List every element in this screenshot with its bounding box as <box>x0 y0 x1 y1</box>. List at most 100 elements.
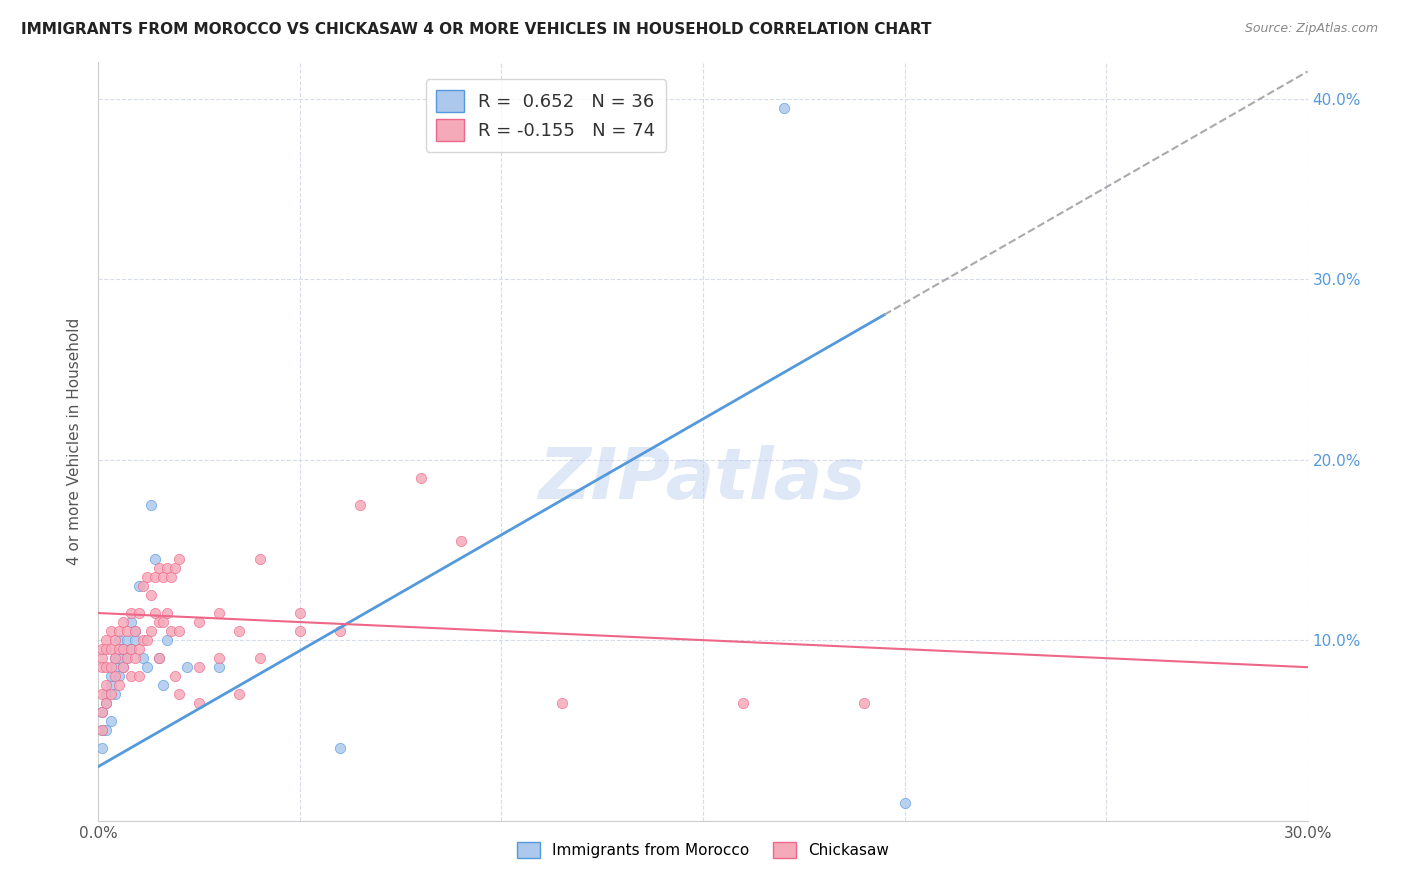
Point <box>450 533 472 548</box>
Point <box>228 624 250 639</box>
Point <box>128 669 150 683</box>
Point <box>551 696 574 710</box>
Point <box>100 660 122 674</box>
Point <box>103 651 125 665</box>
Point <box>103 669 125 683</box>
Point <box>228 687 250 701</box>
Point <box>167 552 190 566</box>
Point <box>208 660 231 674</box>
Text: IMMIGRANTS FROM MOROCCO VS CHICKASAW 4 OR MORE VEHICLES IN HOUSEHOLD CORRELATION: IMMIGRANTS FROM MOROCCO VS CHICKASAW 4 O… <box>21 22 932 37</box>
Point <box>132 633 155 648</box>
Point <box>148 651 170 665</box>
Point <box>139 498 162 512</box>
Point <box>733 696 755 710</box>
Point <box>329 741 352 756</box>
Point <box>120 615 142 629</box>
Point <box>107 651 129 665</box>
Point <box>143 552 166 566</box>
Point <box>156 606 179 620</box>
Point <box>135 660 157 674</box>
Point <box>160 570 183 584</box>
Point <box>124 651 146 665</box>
Point <box>115 633 138 648</box>
Point <box>148 615 170 629</box>
Point <box>115 651 138 665</box>
Point <box>163 561 186 575</box>
Point <box>91 660 114 674</box>
Point <box>143 606 166 620</box>
Point <box>96 696 118 710</box>
Point <box>107 678 129 692</box>
Point <box>96 642 118 657</box>
Point <box>160 624 183 639</box>
Point <box>100 714 122 729</box>
Point <box>128 579 150 593</box>
Point <box>135 633 157 648</box>
Point <box>188 615 211 629</box>
Point <box>91 687 114 701</box>
Point <box>128 606 150 620</box>
Point <box>208 606 231 620</box>
Point <box>96 678 118 692</box>
Point <box>100 624 122 639</box>
Text: ZIPatlas: ZIPatlas <box>540 445 866 514</box>
Point <box>91 723 114 738</box>
Point <box>152 678 174 692</box>
Point <box>208 651 231 665</box>
Point <box>115 651 138 665</box>
Point <box>103 633 125 648</box>
Point <box>107 624 129 639</box>
Point <box>124 624 146 639</box>
Point <box>103 660 125 674</box>
Point <box>111 615 134 629</box>
Point <box>120 642 142 657</box>
Point <box>152 615 174 629</box>
Point <box>91 651 114 665</box>
Point <box>349 498 371 512</box>
Point <box>288 606 311 620</box>
Point <box>91 741 114 756</box>
Point <box>96 633 118 648</box>
Point <box>96 696 118 710</box>
Point <box>91 706 114 720</box>
Point <box>107 669 129 683</box>
Point <box>409 470 432 484</box>
Point <box>103 651 125 665</box>
Point <box>132 579 155 593</box>
Point <box>249 651 271 665</box>
Point <box>124 633 146 648</box>
Legend: Immigrants from Morocco, Chickasaw: Immigrants from Morocco, Chickasaw <box>510 835 896 866</box>
Point <box>96 723 118 738</box>
Y-axis label: 4 or more Vehicles in Household: 4 or more Vehicles in Household <box>67 318 83 566</box>
Point <box>288 624 311 639</box>
Point <box>103 687 125 701</box>
Point <box>188 660 211 674</box>
Point <box>167 687 190 701</box>
Point <box>163 669 186 683</box>
Point <box>772 101 794 115</box>
Point <box>135 570 157 584</box>
Point <box>107 642 129 657</box>
Point <box>124 624 146 639</box>
Point <box>111 642 134 657</box>
Point <box>120 642 142 657</box>
Point <box>139 624 162 639</box>
Point <box>100 678 122 692</box>
Point <box>128 642 150 657</box>
Point <box>96 660 118 674</box>
Point <box>329 624 352 639</box>
Point <box>188 696 211 710</box>
Point <box>249 552 271 566</box>
Point <box>100 669 122 683</box>
Point <box>96 687 118 701</box>
Point <box>107 633 129 648</box>
Point <box>176 660 198 674</box>
Point <box>115 624 138 639</box>
Point <box>120 606 142 620</box>
Point <box>91 642 114 657</box>
Point <box>91 706 114 720</box>
Point <box>148 561 170 575</box>
Point <box>100 642 122 657</box>
Point <box>100 687 122 701</box>
Point <box>91 723 114 738</box>
